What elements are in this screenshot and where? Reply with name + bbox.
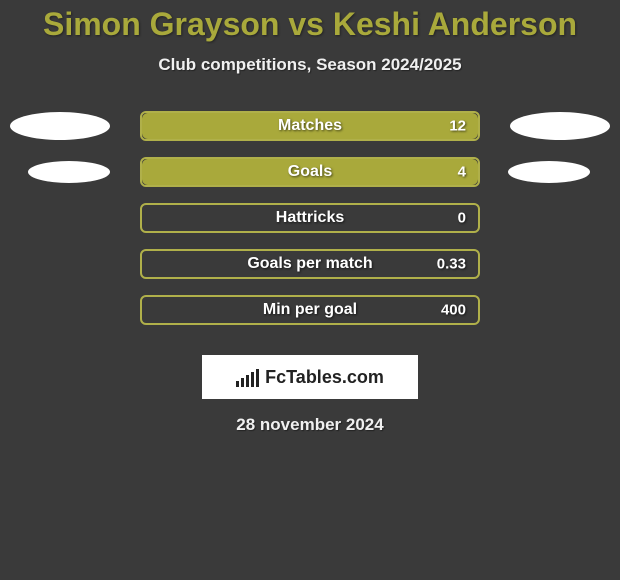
stat-bar: Goals per match 0.33 — [140, 249, 480, 279]
player-marker-left — [10, 112, 110, 140]
logo-bars-icon — [236, 367, 259, 387]
subtitle: Club competitions, Season 2024/2025 — [0, 55, 620, 75]
stat-row: Matches 12 — [0, 103, 620, 149]
stat-bar: Hattricks 0 — [140, 203, 480, 233]
stat-row: Goals per match 0.33 — [0, 241, 620, 287]
stat-bar: Matches 12 — [140, 111, 480, 141]
stat-row: Hattricks 0 — [0, 195, 620, 241]
player-marker-right — [510, 112, 610, 140]
stat-label: Min per goal — [263, 301, 357, 319]
stat-value: 12 — [449, 118, 466, 135]
player-marker-right — [508, 161, 590, 183]
stat-label: Goals — [288, 163, 332, 181]
player-marker-left — [28, 161, 110, 183]
stat-label: Matches — [278, 117, 342, 135]
stat-value: 400 — [441, 302, 466, 319]
stat-value: 0.33 — [437, 256, 466, 273]
stat-row: Min per goal 400 — [0, 287, 620, 333]
fctables-logo: FcTables.com — [202, 355, 418, 399]
stat-label: Goals per match — [247, 255, 372, 273]
date-text: 28 november 2024 — [0, 415, 620, 435]
stat-value: 0 — [458, 210, 466, 227]
stat-label: Hattricks — [276, 209, 344, 227]
stat-value: 4 — [458, 164, 466, 181]
stat-row: Goals 4 — [0, 149, 620, 195]
logo-text: FcTables.com — [265, 367, 384, 388]
stat-bar: Min per goal 400 — [140, 295, 480, 325]
page-title: Simon Grayson vs Keshi Anderson — [0, 0, 620, 43]
stat-bar: Goals 4 — [140, 157, 480, 187]
comparison-chart: Matches 12 Goals 4 Hattricks 0 Goals per match… — [0, 103, 620, 333]
